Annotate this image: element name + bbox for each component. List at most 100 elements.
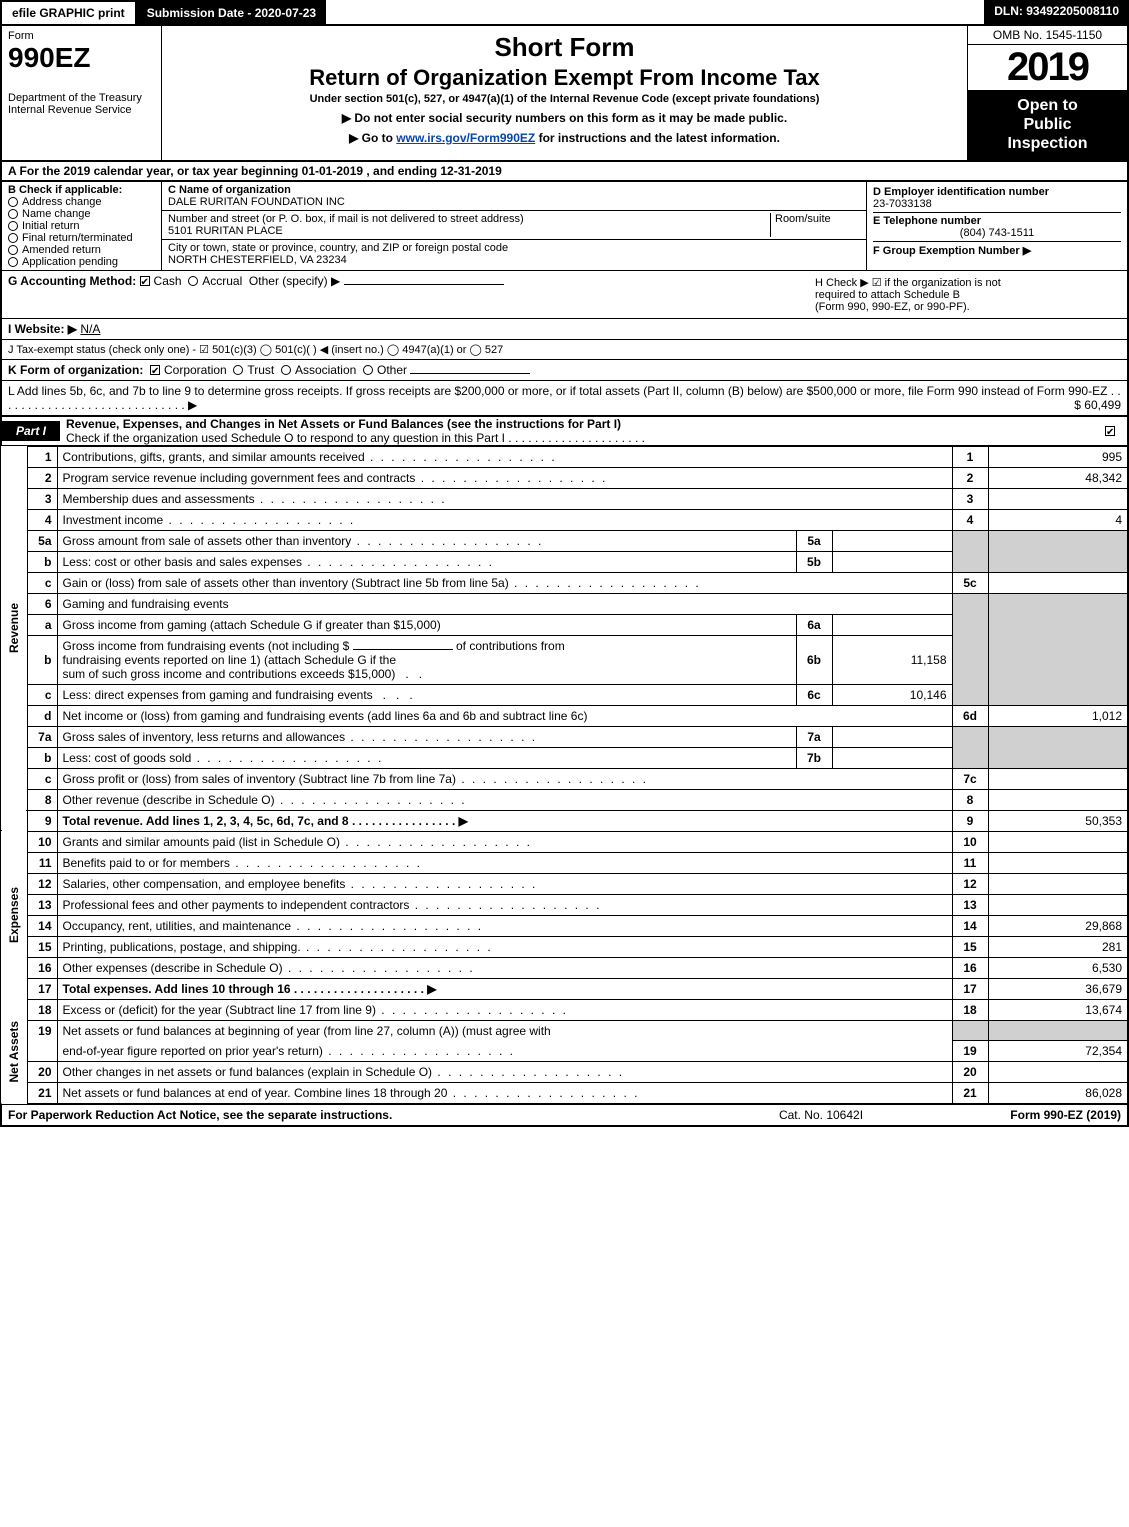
part1-check-label: Check if the organization used Schedule … — [66, 431, 645, 445]
group-exemption-label: F Group Exemption Number ▶ — [873, 245, 1031, 257]
efile-print-button[interactable]: efile GRAPHIC print — [0, 0, 137, 26]
c-street-label: Number and street (or P. O. box, if mail… — [168, 213, 524, 225]
cb-trust[interactable] — [233, 365, 243, 375]
other-org-field[interactable] — [410, 373, 530, 374]
header-left: Form 990EZ Department of the Treasury In… — [2, 26, 162, 160]
cb-application-pending[interactable] — [8, 257, 18, 267]
row-k: K Form of organization: Corporation Trus… — [0, 360, 1129, 381]
cb-other-org[interactable] — [363, 365, 373, 375]
g-label: G Accounting Method: — [8, 274, 136, 288]
line-5a: 5a Gross amount from sale of assets othe… — [1, 530, 1128, 551]
side-expenses: Expenses — [1, 831, 27, 999]
cb-amended-return[interactable] — [8, 245, 18, 255]
row-l: L Add lines 5b, 6c, and 7b to line 9 to … — [0, 381, 1129, 417]
org-name: DALE RURITAN FOUNDATION INC — [168, 196, 345, 208]
row-g: H Check ▶ ☑ if the organization is not r… — [0, 271, 1129, 319]
inspect-2: Public — [972, 115, 1123, 134]
instructions-link[interactable]: www.irs.gov/Form990EZ — [396, 131, 535, 145]
topbar-spacer — [326, 0, 984, 26]
line-2: 2 Program service revenue including gove… — [1, 467, 1128, 488]
l-value: $ 60,499 — [1074, 398, 1121, 412]
line-6b: b Gross income from fundraising events (… — [1, 635, 1128, 684]
tax-year: 2019 — [968, 45, 1127, 90]
line-4: 4 Investment income 4 4 — [1, 509, 1128, 530]
l-text: L Add lines 5b, 6c, and 7b to line 9 to … — [8, 384, 1121, 412]
lines-table: Revenue 1 Contributions, gifts, grants, … — [0, 446, 1129, 1105]
tax-period-row: A For the 2019 calendar year, or tax yea… — [0, 162, 1129, 182]
tel-value: (804) 743-1511 — [873, 227, 1121, 239]
line-14: 14 Occupancy, rent, utilities, and maint… — [1, 915, 1128, 936]
line-15: 15 Printing, publications, postage, and … — [1, 936, 1128, 957]
lbl-assoc: Association — [295, 363, 356, 377]
line-7b: b Less: cost of goods sold 7b — [1, 747, 1128, 768]
dept-treasury: Department of the Treasury — [8, 92, 155, 104]
cb-cash[interactable] — [140, 276, 150, 286]
form-label: Form — [8, 30, 155, 42]
submission-date: Submission Date - 2020-07-23 — [137, 0, 326, 26]
line-6: 6 Gaming and fundraising events — [1, 593, 1128, 614]
ein-value: 23-7033138 — [873, 198, 932, 210]
page-footer: For Paperwork Reduction Act Notice, see … — [0, 1104, 1129, 1127]
lbl-application-pending: Application pending — [22, 256, 118, 268]
cb-name-change[interactable] — [8, 209, 18, 219]
lbl-other-org: Other — [377, 363, 407, 377]
cb-final-return[interactable] — [8, 233, 18, 243]
line-9: 9 Total revenue. Add lines 1, 2, 3, 4, 5… — [1, 810, 1128, 831]
line-20: 20 Other changes in net assets or fund b… — [1, 1062, 1128, 1083]
cb-corp[interactable] — [150, 365, 160, 375]
line-17: 17 Total expenses. Add lines 10 through … — [1, 978, 1128, 999]
line-16: 16 Other expenses (describe in Schedule … — [1, 957, 1128, 978]
line-8: 8 Other revenue (describe in Schedule O)… — [1, 789, 1128, 810]
line-6c: c Less: direct expenses from gaming and … — [1, 684, 1128, 705]
org-street: 5101 RURITAN PLACE — [168, 225, 283, 237]
lbl-final-return: Final return/terminated — [22, 232, 133, 244]
info-block: B Check if applicable: Address change Na… — [0, 182, 1129, 271]
footer-left: For Paperwork Reduction Act Notice, see … — [8, 1108, 721, 1122]
open-public-inspection: Open to Public Inspection — [968, 90, 1127, 160]
top-bar: efile GRAPHIC print Submission Date - 20… — [0, 0, 1129, 26]
line-3: 3 Membership dues and assessments 3 — [1, 488, 1128, 509]
lbl-name-change: Name change — [22, 208, 91, 220]
line-18: Net Assets 18 Excess or (deficit) for th… — [1, 999, 1128, 1020]
form-title-main: Return of Organization Exempt From Incom… — [168, 65, 961, 91]
h-line1: H Check ▶ ☑ if the organization is not — [815, 276, 1117, 289]
side-revenue: Revenue — [1, 446, 27, 810]
c-name-label: C Name of organization — [168, 184, 291, 196]
line-10: Expenses 10 Grants and similar amounts p… — [1, 831, 1128, 852]
line-19b: end-of-year figure reported on prior yea… — [1, 1041, 1128, 1062]
omb-number: OMB No. 1545-1150 — [968, 26, 1127, 45]
6b-amount-field[interactable] — [353, 649, 453, 650]
i-label: I Website: ▶ — [8, 322, 77, 336]
cb-accrual[interactable] — [188, 276, 198, 286]
lbl-address-change: Address change — [22, 196, 102, 208]
side-netassets: Net Assets — [1, 999, 27, 1104]
cb-initial-return[interactable] — [8, 221, 18, 231]
k-label: K Form of organization: — [8, 363, 143, 377]
line-6a: a Gross income from gaming (attach Sched… — [1, 614, 1128, 635]
form-header: Form 990EZ Department of the Treasury In… — [0, 26, 1129, 162]
line-6d: d Net income or (loss) from gaming and f… — [1, 705, 1128, 726]
other-specify-field[interactable] — [344, 284, 504, 285]
line-12: 12 Salaries, other compensation, and emp… — [1, 873, 1128, 894]
org-city: NORTH CHESTERFIELD, VA 23234 — [168, 254, 347, 266]
ein-label: D Employer identification number — [873, 186, 1049, 198]
ssn-warning: ▶ Do not enter social security numbers o… — [168, 111, 961, 125]
room-suite-label: Room/suite — [770, 213, 860, 237]
lbl-amended-return: Amended return — [22, 244, 101, 256]
tel-label: E Telephone number — [873, 215, 981, 227]
line-13: 13 Professional fees and other payments … — [1, 894, 1128, 915]
form-title-short: Short Form — [168, 32, 961, 63]
lbl-accrual: Accrual — [202, 274, 242, 288]
line-19a: 19 Net assets or fund balances at beginn… — [1, 1020, 1128, 1041]
line-5b: b Less: cost or other basis and sales ex… — [1, 551, 1128, 572]
lbl-cash: Cash — [154, 274, 182, 288]
cb-address-change[interactable] — [8, 197, 18, 207]
line-7c: c Gross profit or (loss) from sales of i… — [1, 768, 1128, 789]
cb-assoc[interactable] — [281, 365, 291, 375]
box-b: B Check if applicable: Address change Na… — [2, 182, 162, 270]
dln-number: DLN: 93492205008110 — [984, 0, 1129, 26]
lbl-other: Other (specify) ▶ — [249, 274, 340, 288]
header-right: OMB No. 1545-1150 2019 Open to Public In… — [967, 26, 1127, 160]
cb-schedule-o[interactable] — [1105, 426, 1115, 436]
h-line2: required to attach Schedule B — [815, 289, 1117, 301]
